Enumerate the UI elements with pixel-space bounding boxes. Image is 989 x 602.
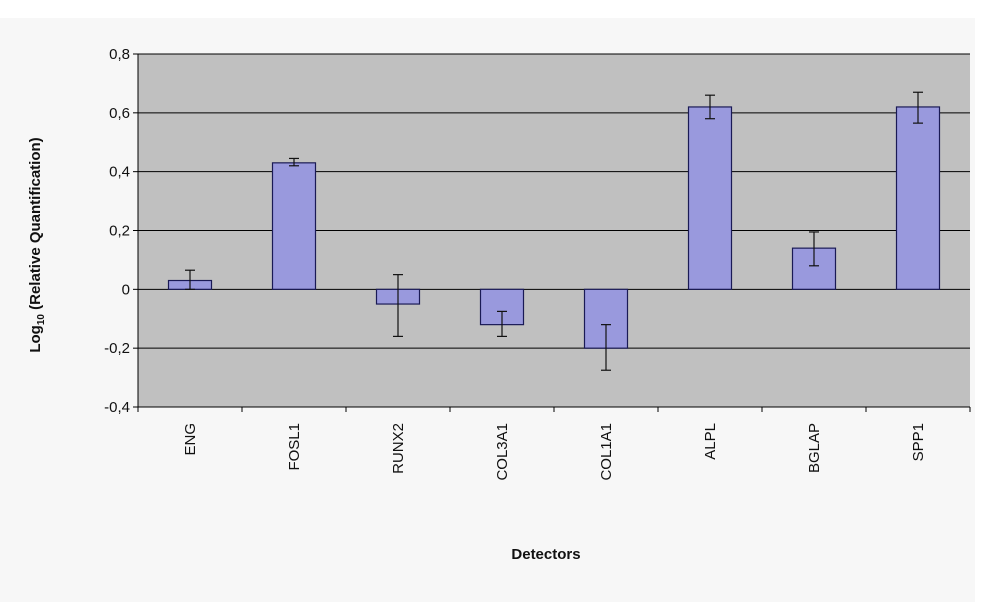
bar-alpl — [687, 106, 733, 290]
x-axis-title: Detectors — [511, 546, 580, 563]
x-tick-label: COL3A1 — [494, 423, 511, 481]
x-tick-label: ALPL — [702, 423, 719, 460]
bar-spp1 — [895, 106, 941, 290]
bars — [167, 106, 941, 349]
bar-fosl1 — [271, 162, 317, 290]
y-tick-label: 0,4 — [109, 164, 130, 181]
x-tick-label: COL1A1 — [598, 423, 615, 481]
x-tick-label: ENG — [182, 423, 199, 456]
y-tick-label: 0 — [122, 281, 130, 298]
x-tick-label: RUNX2 — [390, 423, 407, 474]
y-tick-label: -0,2 — [104, 340, 130, 357]
x-tick-label: FOSL1 — [286, 423, 303, 471]
x-tick-label: BGLAP — [806, 423, 823, 473]
y-tick-label: 0,2 — [109, 223, 130, 240]
axes — [133, 53, 971, 412]
y-tick-labels: 0,8 0,6 0,4 0,2 0 -0,2 -0,4 — [104, 46, 130, 416]
x-tick-labels: ENG FOSL1 RUNX2 COL3A1 COL1A1 ALPL BGLAP SPP1 — [182, 423, 927, 481]
error-bars — [185, 91, 923, 371]
y-axis-title-subscript: 10 — [36, 314, 47, 326]
x-tick-label: SPP1 — [910, 423, 927, 461]
y-axis-title-rest: (Relative Quantification) — [27, 137, 44, 314]
y-axis-title: Log10 (Relative Quantification) — [27, 137, 47, 352]
y-tick-label: 0,6 — [109, 105, 130, 122]
y-axis-title-log: Log — [27, 325, 44, 353]
y-tick-label: 0,8 — [109, 46, 130, 63]
y-tick-label: -0,4 — [104, 399, 130, 416]
